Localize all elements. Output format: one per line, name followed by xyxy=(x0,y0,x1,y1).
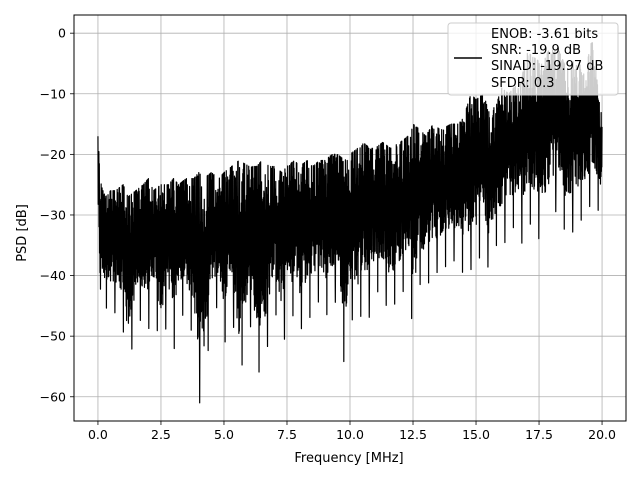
legend: ENOB: -3.61 bits SNR: -19.9 dB SINAD: -1… xyxy=(447,22,619,96)
y-tick-label: −50 xyxy=(40,329,66,344)
y-tick-label: −40 xyxy=(40,268,66,283)
x-tick-label: 10.0 xyxy=(336,427,364,442)
plot-area xyxy=(97,42,603,404)
y-axis-label: PSD [dB] xyxy=(15,204,30,262)
x-tick-label: 17.5 xyxy=(525,427,553,442)
x-tick-label: 12.5 xyxy=(399,427,427,442)
x-tick-label: 20.0 xyxy=(588,427,616,442)
legend-sfdr: SFDR: 0.3 xyxy=(491,76,555,91)
y-axis: 0 −10 −20 −30 −40 −50 −60 xyxy=(40,26,74,404)
psd-series-line xyxy=(97,42,603,404)
x-axis-label: Frequency [MHz] xyxy=(294,451,403,466)
x-axis: 0.0 2.5 5.0 7.5 10.0 12.5 15.0 17.5 20.0 xyxy=(88,421,616,442)
x-tick-label: 0.0 xyxy=(88,427,108,442)
legend-snr: SNR: -19.9 dB xyxy=(491,43,581,58)
x-tick-label: 7.5 xyxy=(277,427,297,442)
x-tick-label: 15.0 xyxy=(462,427,490,442)
legend-enob: ENOB: -3.61 bits xyxy=(491,27,598,42)
legend-sinad: SINAD: -19.97 dB xyxy=(491,59,603,74)
legend-box xyxy=(447,22,619,96)
y-tick-label: −60 xyxy=(40,389,66,404)
y-tick-label: −10 xyxy=(40,86,66,101)
y-tick-label: 0 xyxy=(58,26,66,41)
x-tick-label: 2.5 xyxy=(151,427,171,442)
x-tick-label: 5.0 xyxy=(214,427,234,442)
y-tick-label: −20 xyxy=(40,147,66,162)
y-tick-label: −30 xyxy=(40,207,66,222)
